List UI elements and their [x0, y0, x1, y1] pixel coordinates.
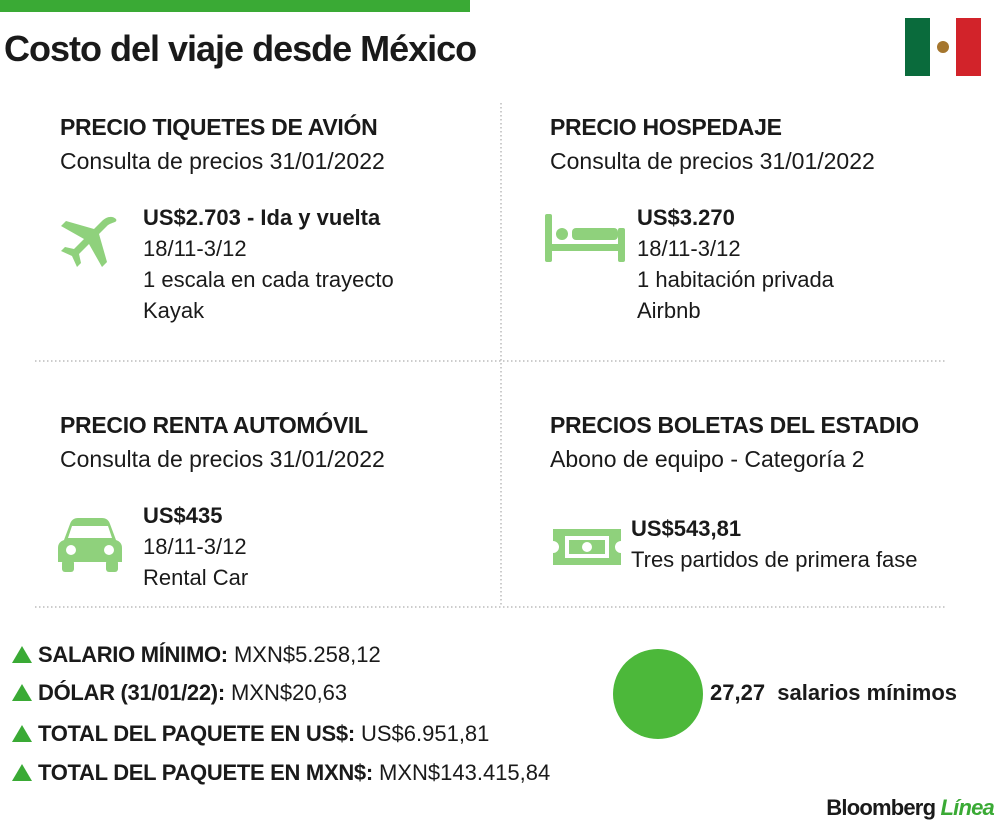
highlight: 27,27 salarios mínimos	[710, 680, 957, 706]
summary-row: TOTAL DEL PAQUETE EN US$: US$6.951,81	[12, 721, 489, 747]
section-title: PRECIO RENTA AUTOMÓVIL	[60, 412, 368, 438]
summary-value: MXN$5.258,12	[233, 642, 381, 667]
summary-row: DÓLAR (31/01/22): MXN$20,63	[12, 680, 347, 706]
car-icon	[58, 518, 122, 572]
section-line: Rental Car	[143, 565, 249, 590]
section-subtitle: Abono de equipo - Categoría 2	[550, 446, 865, 472]
section-title: PRECIO TIQUETES DE AVIÓN	[60, 114, 378, 140]
section-price: US$3.270	[637, 205, 735, 230]
ticket-icon	[553, 529, 621, 565]
summary-label: DÓLAR (31/01/22):	[38, 680, 225, 705]
brand-accent: Línea	[940, 795, 995, 820]
section-line: 18/11-3/12	[143, 236, 247, 261]
section-title: PRECIO HOSPEDAJE	[550, 114, 782, 140]
summary-row: SALARIO MÍNIMO: MXN$5.258,12	[12, 642, 381, 668]
section-line: Tres partidos de primera fase	[631, 547, 918, 572]
bullet	[12, 725, 32, 742]
section-price: US$543,81	[631, 516, 742, 541]
summary-label: SALARIO MÍNIMO:	[38, 642, 228, 667]
highlight-value: 27,27	[710, 680, 766, 705]
plane-icon	[61, 216, 117, 267]
title: Costo del viaje desde México	[4, 28, 477, 69]
section-title: PRECIOS BOLETAS DEL ESTADIO	[550, 412, 919, 438]
footer-brand: Bloomberg Línea	[826, 795, 995, 821]
summary-row: TOTAL DEL PAQUETE EN MXN$: MXN$143.415,8…	[12, 760, 550, 786]
section-subtitle: Consulta de precios 31/01/2022	[550, 148, 875, 174]
bullet	[12, 684, 32, 701]
section-line: Kayak	[143, 298, 205, 323]
summary-value: MXN$143.415,84	[379, 760, 551, 785]
bed-icon	[545, 214, 625, 262]
section-price: US$2.703 - Ida y vuelta	[143, 205, 381, 230]
summary-value: MXN$20,63	[230, 680, 348, 705]
summary-value: US$6.951,81	[360, 721, 490, 746]
section-subtitle: Consulta de precios 31/01/2022	[60, 446, 385, 472]
section-line: 18/11-3/12	[143, 534, 247, 559]
highlight-label: salarios mínimos	[777, 680, 958, 705]
summary-label: TOTAL DEL PAQUETE EN US$:	[38, 721, 355, 746]
section-line: 18/11-3/12	[637, 236, 741, 261]
top-bar	[0, 0, 470, 12]
section-price: US$435	[143, 503, 223, 528]
bullet	[12, 646, 32, 663]
bullet	[12, 764, 32, 781]
section-subtitle: Consulta de precios 31/01/2022	[60, 148, 385, 174]
flag	[905, 18, 981, 76]
brand: Bloomberg	[826, 795, 936, 820]
section-line: 1 habitación privada	[637, 267, 834, 292]
summary-label: TOTAL DEL PAQUETE EN MXN$:	[38, 760, 373, 785]
highlight-circle	[613, 649, 703, 739]
section-line: 1 escala en cada trayecto	[143, 267, 394, 292]
section-line: Airbnb	[637, 298, 701, 323]
